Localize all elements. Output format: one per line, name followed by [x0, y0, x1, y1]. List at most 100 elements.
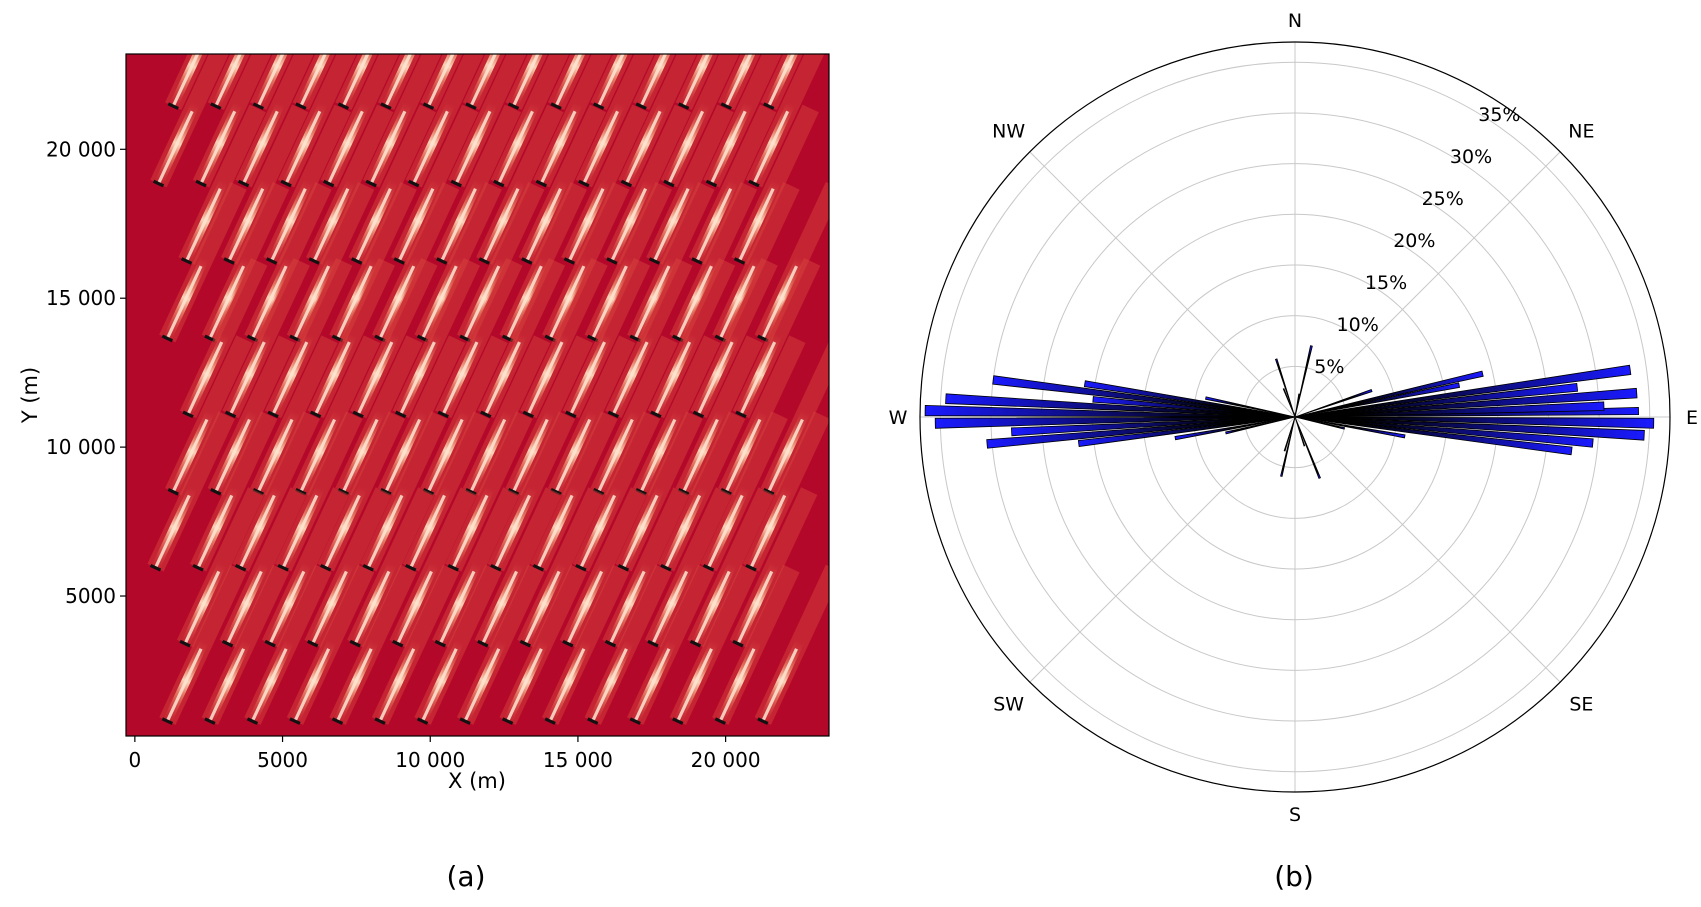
wake-plume: [646, 104, 734, 265]
turbine-marker: [663, 179, 675, 188]
turbine-marker: [757, 717, 769, 725]
wake-plume: [584, 182, 673, 343]
turbine-marker: [678, 488, 690, 496]
compass-label: W: [889, 407, 908, 429]
wake-plume: [647, 257, 736, 419]
wind-rose-bar: [1294, 416, 1645, 441]
turbine-marker: [647, 639, 659, 648]
wake-plume: [371, 182, 460, 343]
wake-plume: [232, 411, 320, 572]
wake-plume: [632, 335, 721, 496]
wind-rose-bar: [1294, 416, 1594, 448]
wake-plume: [159, 182, 247, 343]
wake-plume: [414, 564, 502, 725]
turbine-marker: [578, 179, 590, 188]
wake-plume: [476, 104, 564, 265]
turbine-marker: [720, 488, 732, 496]
compass-label: NW: [992, 121, 1025, 143]
turbine-marker: [224, 410, 237, 419]
wake-plume: [627, 182, 715, 343]
wake-plume: [760, 54, 829, 110]
turbine-marker: [501, 717, 514, 725]
wake-plume: [377, 335, 466, 496]
turbine-marker: [629, 334, 641, 343]
turbine-marker: [395, 410, 407, 419]
turbine-marker: [587, 334, 599, 343]
wake-plume: [277, 54, 366, 188]
turbine-marker: [289, 717, 301, 725]
wake-plume: [433, 104, 522, 265]
wake-plume: [159, 564, 247, 725]
turbine-marker: [660, 563, 672, 572]
x-axis-ticks: 0 5000 10 000 15 000 20 000: [128, 736, 761, 772]
wind-rose-bar: [992, 375, 1296, 418]
wake-plume: [286, 182, 375, 343]
wake-plume: [435, 257, 523, 419]
wake-plume: [222, 257, 310, 419]
turbine-marker: [477, 639, 489, 648]
wake-plume: [335, 335, 423, 496]
wind-rose-bar: [1294, 387, 1638, 418]
wake-plume: [590, 54, 678, 110]
wake-plume: [499, 182, 587, 343]
wind-rose-bar: [934, 416, 1296, 429]
wake-plume: [389, 487, 478, 648]
wake-plume: [371, 564, 460, 725]
wake-plume: [505, 335, 593, 496]
wake-plume: [487, 411, 576, 572]
wake-plume: [219, 487, 307, 648]
y-tick-label: 20 000: [46, 137, 116, 161]
wake-layer: [147, 54, 829, 725]
wake-plume: [477, 257, 566, 419]
wake-plume: [420, 335, 508, 496]
wake-plume: [250, 335, 338, 496]
turbine-marker: [223, 257, 235, 265]
turbine-marker: [393, 257, 405, 265]
wake-plume: [445, 411, 533, 572]
turbine-marker: [592, 102, 605, 110]
wind-rose-bar: [1083, 380, 1296, 418]
wake-plume: [627, 564, 715, 725]
turbine-marker: [720, 102, 732, 110]
wake-plume: [448, 54, 536, 188]
wake-plume: [263, 104, 351, 265]
wake-plume: [207, 54, 296, 110]
turbine-marker: [450, 179, 462, 188]
wake-plume: [147, 411, 235, 572]
turbine-marker: [179, 639, 191, 648]
y-tick-label: 15 000: [46, 286, 116, 310]
wake-plume: [347, 487, 435, 648]
turbine-marker: [308, 257, 320, 265]
wind-rose-bar: [1205, 396, 1296, 418]
wake-plume: [499, 564, 587, 725]
turbine-marker: [161, 717, 174, 725]
turbine-marker: [309, 410, 322, 419]
turbine-marker: [702, 563, 715, 572]
turbine-marker: [629, 717, 641, 725]
wake-plume: [732, 257, 821, 419]
turbine-marker: [490, 563, 502, 572]
wake-plume: [244, 182, 332, 343]
y-tick-label: 5000: [65, 584, 116, 608]
wake-plume: [329, 564, 417, 725]
compass-label: N: [1288, 10, 1302, 32]
turbine-marker: [210, 102, 222, 110]
radial-tick-label: 25%: [1422, 188, 1464, 210]
turbine-marker: [757, 334, 769, 343]
turbine-marker: [478, 257, 490, 265]
wake-plume: [165, 335, 253, 496]
polar-frame: [919, 41, 1671, 793]
turbine-marker: [604, 639, 617, 648]
turbine-marker: [182, 410, 194, 419]
wake-plume: [207, 335, 296, 496]
wake-plume: [150, 54, 238, 188]
wake-plume: [329, 182, 417, 343]
turbine-marker: [606, 257, 618, 265]
wake-plume: [391, 104, 479, 265]
wake-plume: [542, 564, 630, 725]
wake-plume: [320, 54, 408, 188]
turbine-marker: [380, 102, 392, 110]
turbine-marker: [265, 257, 278, 265]
angular-grid-line: [1029, 416, 1296, 683]
turbine-marker: [152, 179, 165, 188]
